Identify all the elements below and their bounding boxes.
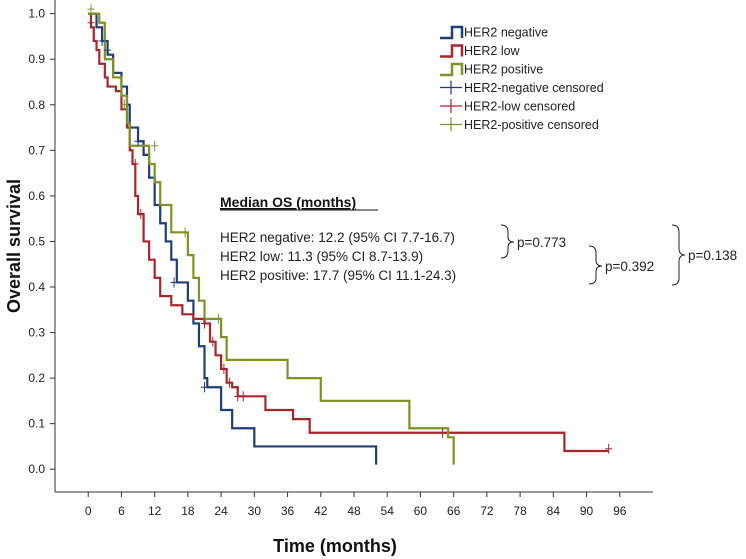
censor-mark-her2-low xyxy=(605,443,613,454)
y-tick-label: 0.1 xyxy=(28,417,45,431)
median-os-annotation: Median OS (months) HER2 negative: 12.2 (… xyxy=(220,194,456,283)
p-value-low-vs-pos: p=0.392 xyxy=(605,259,654,274)
censor-mark-her2-negative xyxy=(134,136,142,147)
censor-mark-her2-positive xyxy=(181,227,189,238)
y-tick-label: 0.4 xyxy=(28,280,45,294)
y-tick-label: 0.9 xyxy=(28,52,45,66)
bracket-neg-vs-low xyxy=(500,224,515,259)
x-tick-label: 24 xyxy=(214,504,228,518)
legend-label: HER2-negative censored xyxy=(464,81,604,95)
censor-mark-her2-negative xyxy=(201,382,208,393)
x-tick-label: 6 xyxy=(118,504,125,518)
legend-label: HER2 negative xyxy=(464,26,548,40)
p-value-neg-vs-low: p=0.773 xyxy=(517,235,566,250)
censor-mark-her2-low xyxy=(87,17,95,28)
bracket-low-vs-pos xyxy=(588,245,603,285)
censor-mark-her2-positive xyxy=(151,140,159,151)
p-value-brackets xyxy=(500,224,686,286)
x-axis-title: Time (months) xyxy=(273,536,397,556)
censor-mark-her2-positive xyxy=(214,313,222,324)
x-tick-label: 36 xyxy=(281,504,295,518)
censor-mark-her2-positive xyxy=(120,99,128,110)
median-os-title: Median OS (months) xyxy=(220,194,356,210)
legend-label: HER2-low censored xyxy=(464,100,575,114)
censor-mark-her2-low xyxy=(220,364,228,374)
axes: 0 6 12 18 24 30 36 42 48 54 60 66 72 78 84 90 96 0.0 0.1 0.… xyxy=(28,0,653,518)
censor-mark-her2-low xyxy=(131,159,139,169)
legend-entry-her2-positive-censored: HER2-positive censored xyxy=(440,117,599,132)
legend-swatch xyxy=(440,117,462,132)
y-tick-label: 0.3 xyxy=(28,326,45,340)
y-tick-label: 0.5 xyxy=(28,234,45,248)
y-tick-label: 0.2 xyxy=(28,371,45,385)
x-tick-label: 60 xyxy=(414,504,428,518)
legend-entry-her2-low: HER2 low xyxy=(440,44,521,58)
x-tick-label: 18 xyxy=(181,504,195,518)
censor-mark-her2-low xyxy=(209,336,217,347)
y-tick-label: 0.6 xyxy=(28,189,45,203)
legend-swatch xyxy=(440,25,464,40)
censor-mark-her2-low xyxy=(439,427,447,438)
legend-entry-her2-low-censored: HER2-low censored xyxy=(440,99,575,114)
y-tick-label: 1.0 xyxy=(28,7,45,21)
bracket-neg-vs-pos xyxy=(671,224,686,286)
legend: HER2 negative HER2 low HER2 positive HER2-n… xyxy=(440,26,604,132)
legend-swatch xyxy=(440,80,462,95)
x-tick-label: 84 xyxy=(547,504,561,518)
p-value-neg-vs-pos: p=0.138 xyxy=(688,248,737,263)
y-tick-label: 0.0 xyxy=(28,462,45,476)
censor-mark-her2-low xyxy=(239,391,247,402)
x-tick-label: 72 xyxy=(480,504,494,518)
y-axis-title: Overall survival xyxy=(4,179,24,313)
legend-label: HER2 low xyxy=(464,44,521,58)
median-line-her2-negative: HER2 negative: 12.2 (95% CI 7.7-16.7) xyxy=(220,230,455,245)
x-tick-label: 54 xyxy=(381,504,395,518)
x-tick-label: 0 xyxy=(85,504,92,518)
censor-mark-her2-low xyxy=(137,209,145,220)
x-tick-label: 48 xyxy=(347,504,361,518)
median-line-her2-positive: HER2 positive: 17.7 (95% CI 11.1-24.3) xyxy=(220,268,456,283)
x-tick-label: 12 xyxy=(148,504,162,518)
censor-mark-her2-negative xyxy=(104,45,112,56)
legend-swatch xyxy=(440,44,464,58)
y-tick-label: 0.8 xyxy=(28,98,45,112)
censor-marks xyxy=(87,4,613,454)
x-tick-label: 90 xyxy=(580,504,594,518)
legend-entry-her2-positive: HER2 positive xyxy=(440,63,543,77)
legend-label: HER2 positive xyxy=(464,63,543,77)
x-tick-label: 96 xyxy=(613,504,627,518)
censor-mark-her2-positive xyxy=(87,4,95,15)
legend-entry-her2-negative-censored: HER2-negative censored xyxy=(440,80,604,95)
legend-entry-her2-negative: HER2 negative xyxy=(440,26,548,40)
censor-mark-her2-negative xyxy=(98,36,106,46)
x-tick-label: 42 xyxy=(314,504,328,518)
km-curve-her2-low xyxy=(88,12,609,453)
x-tick-label: 66 xyxy=(447,504,461,518)
censor-mark-her2-low xyxy=(225,377,233,388)
censor-mark-her2-negative xyxy=(170,277,178,288)
y-tick-label: 0.7 xyxy=(28,143,45,157)
median-line-her2-low: HER2 low: 11.3 (95% CI 8.7-13.9) xyxy=(220,249,423,264)
censor-mark-her2-low xyxy=(201,318,208,329)
x-tick-label: 78 xyxy=(513,504,527,518)
legend-swatch xyxy=(440,99,462,113)
legend-label: HER2-positive censored xyxy=(464,118,599,132)
x-tick-label: 30 xyxy=(248,504,262,518)
legend-swatch xyxy=(440,62,464,77)
